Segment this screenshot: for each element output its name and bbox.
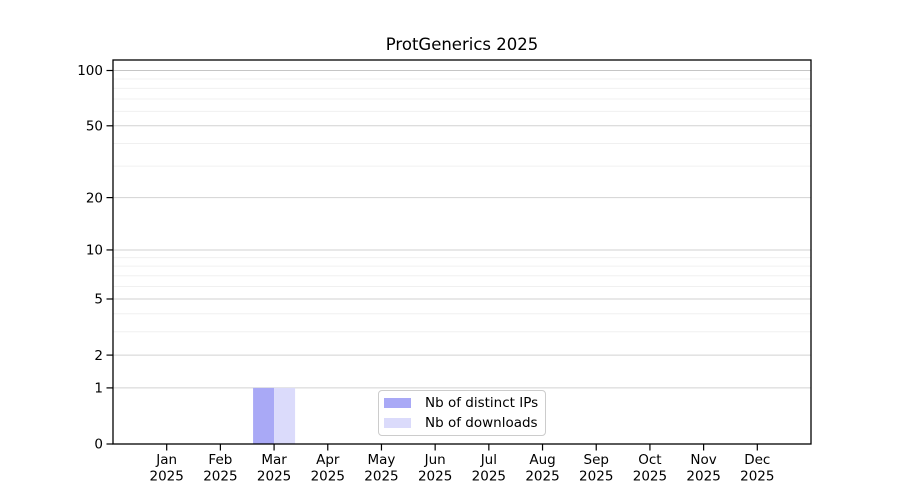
y-gridlines-major (113, 70, 811, 389)
legend-swatch-distinct-ips (384, 398, 411, 408)
svg-text:2025: 2025 (418, 469, 452, 485)
svg-text:Aug: Aug (529, 452, 555, 468)
chart-title: ProtGenerics 2025 (385, 35, 539, 54)
bar-nb-of-distinct-ips (253, 387, 275, 444)
svg-text:Dec: Dec (744, 452, 770, 468)
svg-text:Jan: Jan (155, 452, 177, 468)
svg-text:Jul: Jul (480, 452, 497, 468)
svg-text:Apr: Apr (316, 452, 340, 468)
svg-text:May: May (368, 452, 396, 468)
svg-text:Oct: Oct (638, 452, 661, 468)
svg-text:2025: 2025 (472, 469, 506, 485)
svg-text:2025: 2025 (257, 469, 291, 485)
y-ticks (106, 69, 113, 445)
bar-nb-of-downloads (274, 387, 296, 444)
svg-text:2025: 2025 (686, 469, 720, 485)
svg-text:Jun: Jun (424, 452, 446, 468)
svg-text:2025: 2025 (579, 469, 613, 485)
svg-text:5: 5 (94, 292, 103, 308)
svg-text:2025: 2025 (525, 469, 559, 485)
svg-text:2025: 2025 (633, 469, 667, 485)
svg-text:Sep: Sep (584, 452, 609, 468)
y-gridlines-minor (113, 78, 811, 333)
svg-text:20: 20 (86, 190, 103, 206)
svg-text:1: 1 (94, 381, 103, 397)
svg-text:2025: 2025 (203, 469, 237, 485)
svg-text:2025: 2025 (740, 469, 774, 485)
x-tick-labels: Jan2025Feb2025Mar2025Apr2025May2025Jun20… (150, 452, 775, 485)
legend-item-downloads: Nb of downloads (384, 415, 545, 432)
y-tick-labels: 0 1 2 5 10 20 50 100 (77, 63, 103, 452)
legend-swatch-downloads (384, 418, 411, 428)
plot-frame (112, 59, 812, 445)
svg-text:100: 100 (77, 63, 103, 79)
legend-item-distinct-ips: Nb of distinct IPs (384, 395, 545, 412)
svg-text:2025: 2025 (311, 469, 345, 485)
legend: Nb of distinct IPs Nb of downloads (378, 390, 546, 436)
legend-label-downloads: Nb of downloads (425, 415, 538, 431)
svg-text:2: 2 (94, 348, 103, 364)
svg-text:0: 0 (94, 437, 103, 453)
svg-text:2025: 2025 (150, 469, 184, 485)
x-ticks (166, 444, 758, 451)
svg-text:Feb: Feb (208, 452, 232, 468)
svg-text:Nov: Nov (690, 452, 716, 468)
svg-text:2025: 2025 (364, 469, 398, 485)
bars (253, 387, 296, 444)
svg-text:50: 50 (86, 119, 103, 135)
svg-text:10: 10 (86, 243, 103, 259)
legend-label-distinct-ips: Nb of distinct IPs (425, 395, 539, 411)
svg-text:Mar: Mar (261, 452, 287, 468)
